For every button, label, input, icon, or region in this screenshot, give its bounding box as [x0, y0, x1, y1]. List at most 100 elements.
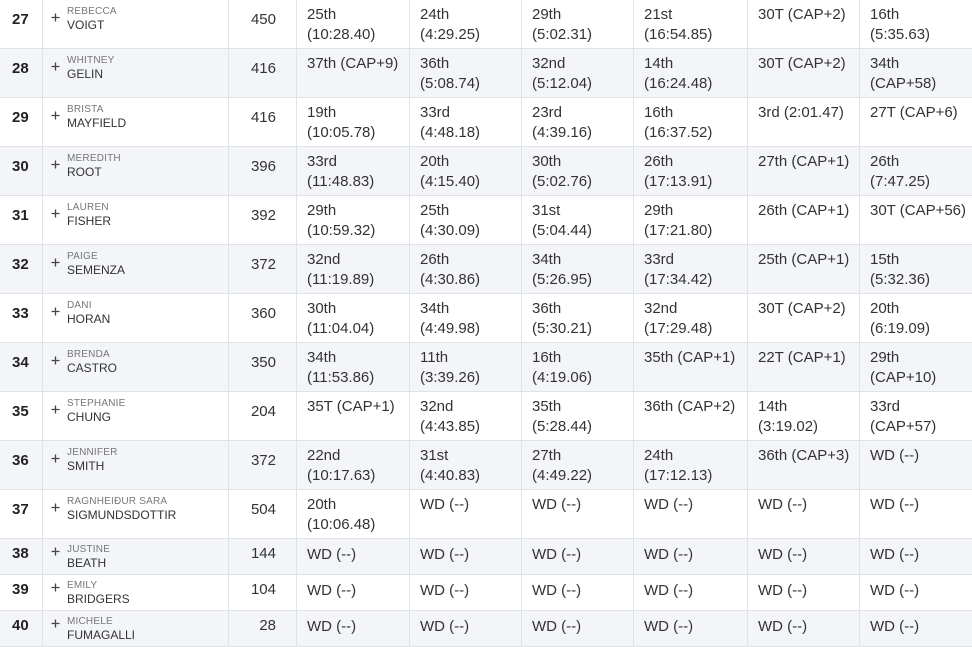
athlete-name[interactable]: BRISTA MAYFIELD [42, 98, 228, 146]
expand-icon[interactable] [51, 111, 60, 120]
event-result: 35th (CAP+1) [633, 343, 747, 391]
rank: 36 [12, 452, 29, 469]
event-result: 16th (4:19.06) [521, 343, 633, 391]
event-result: WD (--) [296, 611, 409, 646]
athlete-name[interactable]: REBECCA VOIGT [42, 0, 228, 48]
athlete-name[interactable]: LAUREN FISHER [42, 196, 228, 244]
expand-icon[interactable] [51, 503, 60, 512]
expand-icon[interactable] [51, 356, 60, 365]
result-line: (5:26.95) [532, 271, 593, 288]
event-result: 27th (CAP+1) [747, 147, 859, 195]
result-line: 34th [420, 300, 450, 317]
result-line: 30T (CAP+2) [758, 6, 846, 23]
event-result: 29th (5:02.31) [521, 0, 633, 48]
event-result: 33rd (4:48.18) [409, 98, 521, 146]
result-line: (16:37.52) [644, 124, 713, 141]
rank: 33 [12, 305, 29, 322]
athlete-name[interactable]: EMILY BRIDGERS [42, 575, 228, 610]
rank: 30 [12, 158, 29, 175]
event-result: 14th (16:24.48) [633, 49, 747, 97]
event-result: WD (--) [296, 575, 409, 610]
expand-icon[interactable] [51, 62, 60, 71]
table-row: 40 MICHELE FUMAGALLI 28 WD (--) WD (--) WD (--… [0, 611, 972, 647]
event-result: 30T (CAP+2) [747, 0, 859, 48]
athlete-name[interactable]: BRENDA CASTRO [42, 343, 228, 391]
result-line: WD (--) [420, 546, 470, 563]
event-result: 36th (CAP+3) [747, 441, 859, 489]
event-result: 32nd (11:19.89) [296, 245, 409, 293]
points: 504 [228, 490, 296, 538]
result-line: 15th [870, 251, 900, 268]
result-line: 30T (CAP+2) [758, 55, 846, 72]
athlete-name[interactable]: STEPHANIE CHUNG [42, 392, 228, 440]
event-result: 35th (5:28.44) [521, 392, 633, 440]
event-result: WD (--) [633, 611, 747, 646]
event-result: 33rd (17:34.42) [633, 245, 747, 293]
result-line: 35th [532, 398, 562, 415]
event-result: WD (--) [859, 441, 972, 489]
result-line: (5:02.76) [532, 173, 593, 190]
result-line: (11:48.83) [307, 173, 375, 190]
table-row: 33 DANI HORAN 360 30th (11:04.04) 34th (4:49.98… [0, 294, 972, 343]
result-line: WD (--) [307, 618, 357, 635]
result-line: (17:12.13) [644, 467, 713, 484]
result-line: (16:54.85) [644, 26, 713, 43]
expand-icon[interactable] [51, 583, 60, 592]
athlete-name[interactable]: JUSTINE BEATH [42, 539, 228, 574]
result-line: (4:48.18) [420, 124, 481, 141]
expand-icon[interactable] [51, 619, 60, 628]
result-line: (17:34.42) [644, 271, 713, 288]
result-line: (10:05.78) [307, 124, 376, 141]
event-result: 22T (CAP+1) [747, 343, 859, 391]
expand-icon[interactable] [51, 258, 60, 267]
expand-icon[interactable] [51, 405, 60, 414]
result-line: 16th [870, 6, 900, 23]
result-line: (5:12.04) [532, 75, 593, 92]
result-line: 21st [644, 6, 673, 23]
event-result: 32nd (17:29.48) [633, 294, 747, 342]
expand-icon[interactable] [51, 547, 60, 556]
expand-icon[interactable] [51, 209, 60, 218]
rank: 34 [12, 354, 29, 371]
result-line: 30th [532, 153, 562, 170]
last-name: VOIGT [67, 18, 105, 32]
athlete-name[interactable]: MEREDITH ROOT [42, 147, 228, 195]
athlete-name[interactable]: RAGNHEIÐUR SARA SIGMUNDSDOTTIR [42, 490, 228, 538]
athlete-name[interactable]: WHITNEY GELIN [42, 49, 228, 97]
points: 392 [228, 196, 296, 244]
expand-icon[interactable] [51, 160, 60, 169]
result-line: 19th [307, 104, 337, 121]
result-line: 20th [420, 153, 450, 170]
result-line: 35T (CAP+1) [307, 398, 395, 415]
rank: 32 [12, 256, 29, 273]
event-result: 30th (5:02.76) [521, 147, 633, 195]
athlete-name[interactable]: JENNIFER SMITH [42, 441, 228, 489]
athlete-name[interactable]: PAIGE SEMENZA [42, 245, 228, 293]
first-name: PAIGE [67, 251, 98, 262]
result-line: 32nd [644, 300, 678, 317]
table-row: 39 EMILY BRIDGERS 104 WD (--) WD (--) WD (--) W… [0, 575, 972, 611]
event-result: 14th (3:19.02) [747, 392, 859, 440]
event-result: WD (--) [521, 575, 633, 610]
result-line: 34th [307, 349, 337, 366]
event-result: WD (--) [409, 611, 521, 646]
last-name: CASTRO [67, 361, 118, 375]
event-result: WD (--) [747, 575, 859, 610]
table-row: 38 JUSTINE BEATH 144 WD (--) WD (--) WD (--) WD… [0, 539, 972, 575]
table-row: 27 REBECCA VOIGT 450 25th (10:28.40) 24th (4:29… [0, 0, 972, 49]
result-line: 30th [307, 300, 337, 317]
expand-icon[interactable] [51, 307, 60, 316]
result-line: 29th [532, 6, 562, 23]
event-result: 27th (4:49.22) [521, 441, 633, 489]
points: 204 [228, 392, 296, 440]
last-name: SEMENZA [67, 263, 126, 277]
expand-icon[interactable] [51, 454, 60, 463]
result-line: 26th [420, 251, 450, 268]
expand-icon[interactable] [51, 13, 60, 22]
result-line: WD (--) [870, 546, 920, 563]
athlete-name[interactable]: MICHELE FUMAGALLI [42, 611, 228, 646]
table-row: 36 JENNIFER SMITH 372 22nd (10:17.63) 31st (4:4… [0, 441, 972, 490]
result-line: (11:19.89) [307, 271, 375, 288]
athlete-name[interactable]: DANI HORAN [42, 294, 228, 342]
